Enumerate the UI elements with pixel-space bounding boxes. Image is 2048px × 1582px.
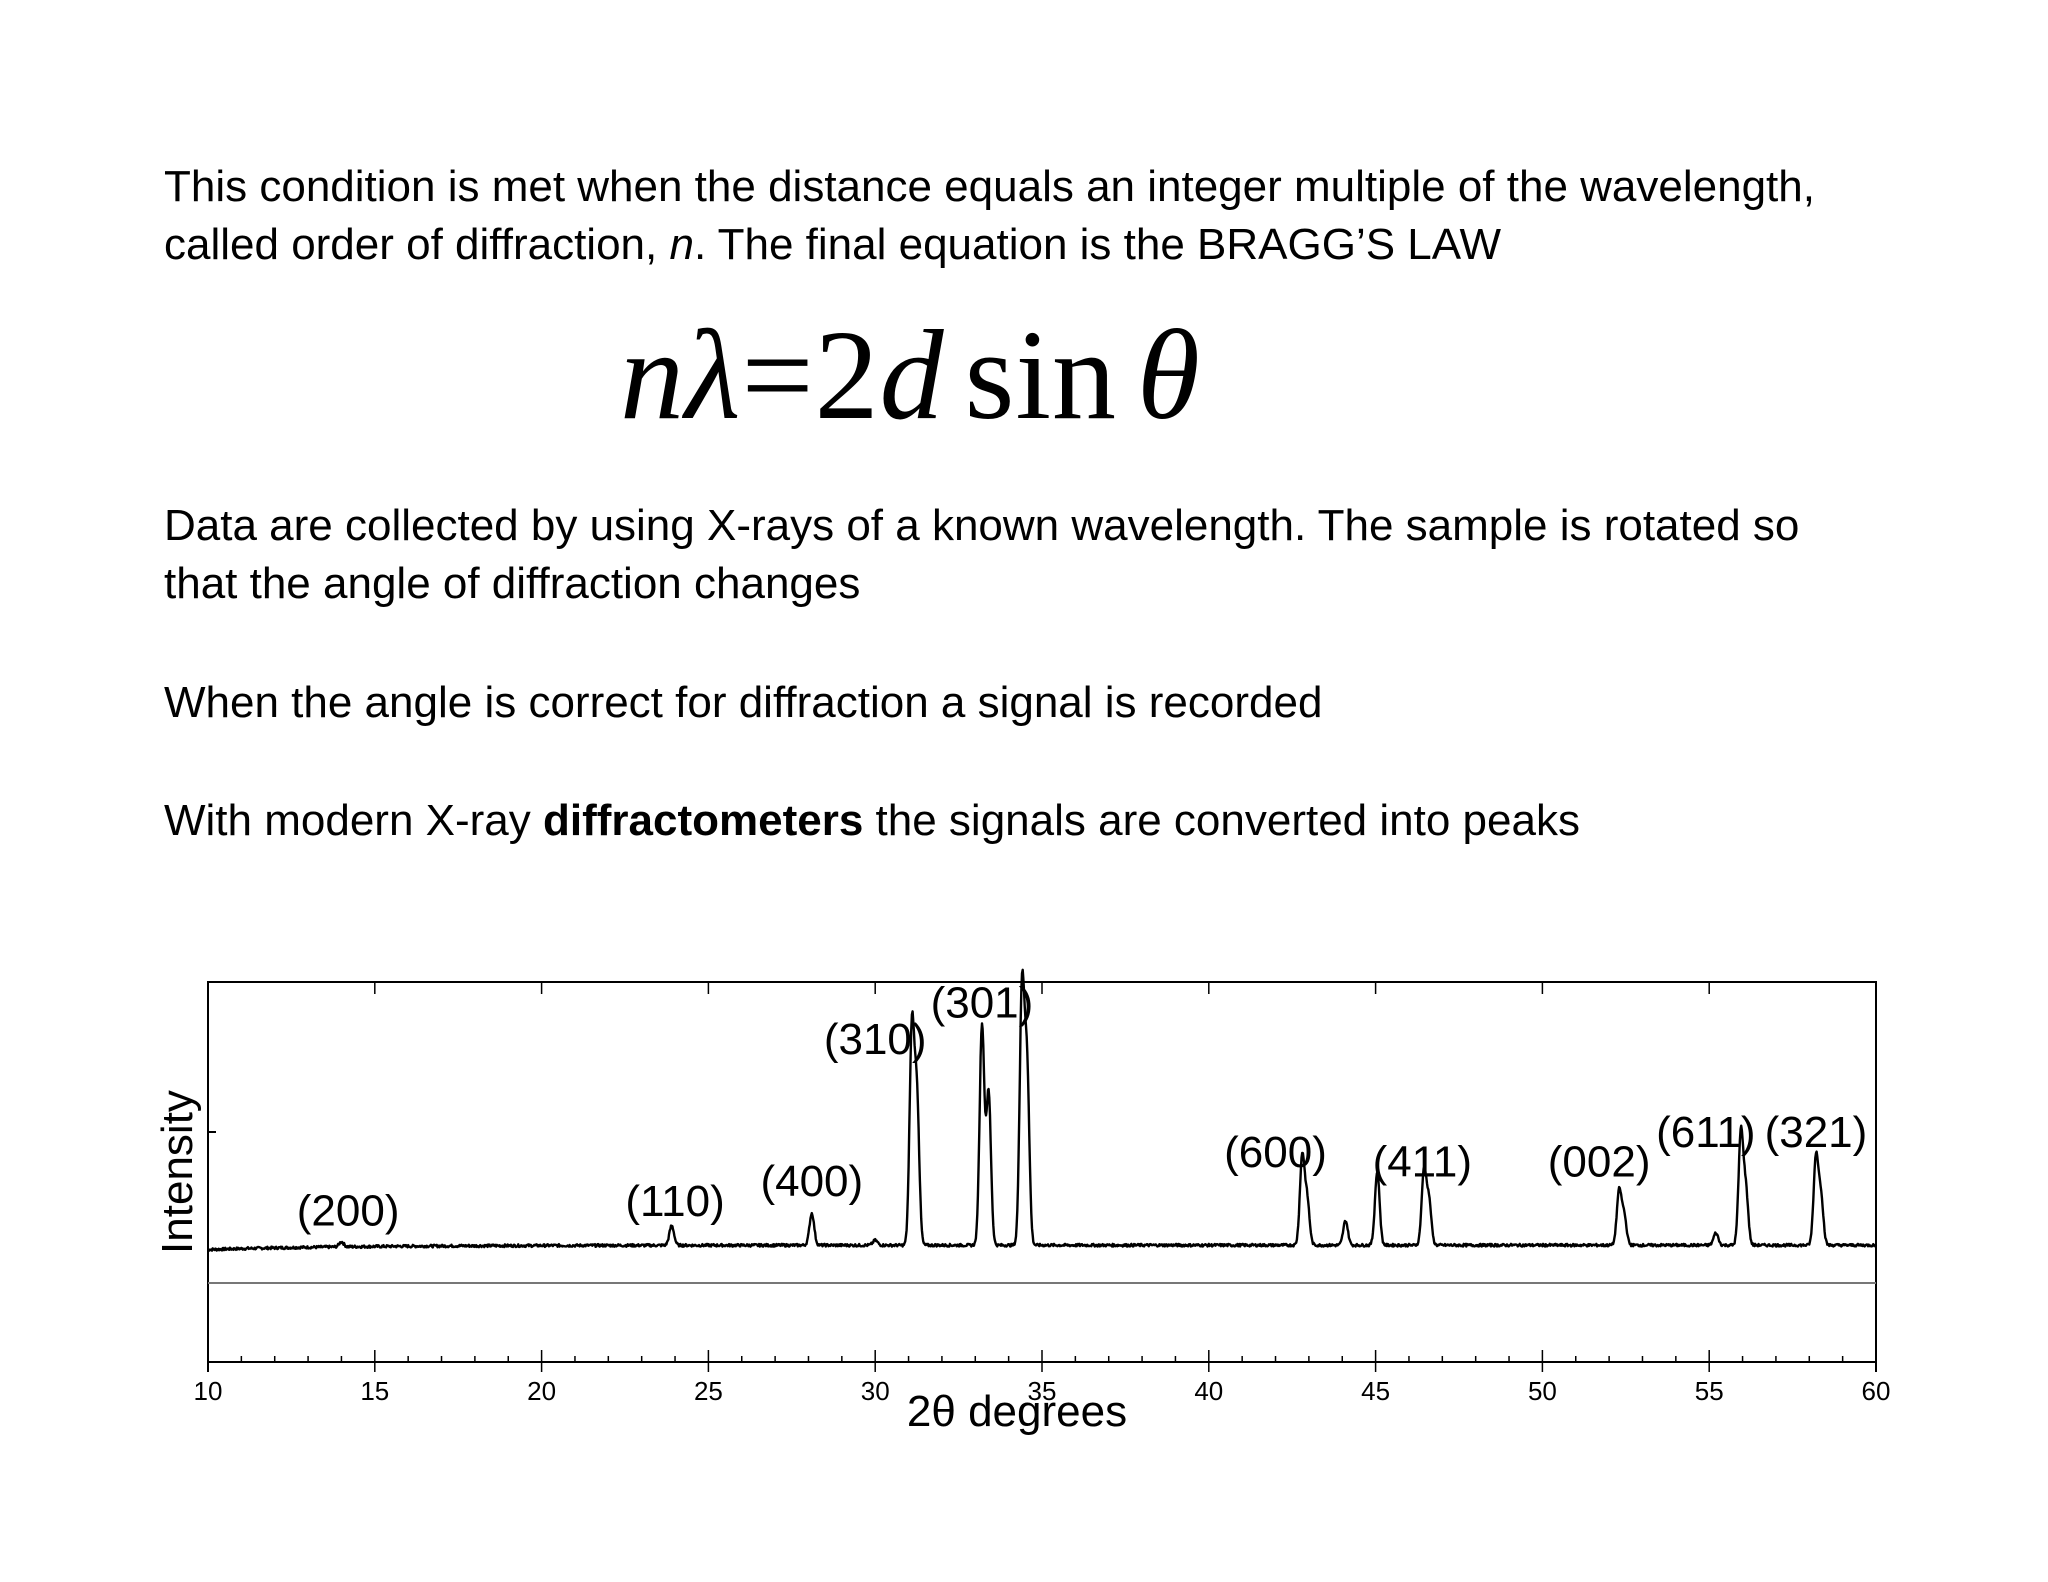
peak-label: (600)	[1224, 1128, 1327, 1177]
paragraph-diffractometers: With modern X-ray diffractometers the si…	[164, 792, 1580, 850]
x-tick-label: 40	[1194, 1376, 1223, 1406]
x-tick-label: 60	[1862, 1376, 1891, 1406]
peak-labels: (200) (110) (400) (310)(301) (600) (411) (002)…	[297, 978, 1868, 1235]
x-tick-label: 10	[194, 1376, 223, 1406]
text-span: the signals are converted into peaks	[863, 796, 1580, 845]
x-tick-label: 25	[694, 1376, 723, 1406]
x-tick-label: 50	[1528, 1376, 1557, 1406]
x-tick-label: 30	[861, 1376, 890, 1406]
peak-label: (411)	[1373, 1138, 1472, 1187]
eq-d: d	[879, 304, 945, 446]
paragraph-signal-recorded: When the angle is correct for diffractio…	[164, 678, 1323, 727]
paragraph-line: Data are collected by using X-rays of a …	[164, 501, 1800, 550]
x-tick-labels: 10 15 20 25 30 35 40 45 50 55 60	[194, 1376, 1891, 1406]
peak-label: (310)	[824, 1015, 927, 1064]
eq-two: 2	[814, 304, 880, 446]
x-tick-label: 55	[1695, 1376, 1724, 1406]
peak-label: (611)	[1656, 1108, 1755, 1157]
x-tick-label: 35	[1028, 1376, 1057, 1406]
eq-lambda: λ	[685, 304, 742, 446]
y-axis-label: Intensity	[153, 1090, 202, 1254]
axis-ticks	[207, 982, 1877, 1372]
peak-label: (301)	[931, 978, 1034, 1027]
eq-n: n	[620, 304, 685, 446]
eq-sin: sin	[964, 304, 1117, 446]
text-span: . The final equation is the BRAGG’S LAW	[693, 220, 1502, 269]
diffraction-trace	[207, 968, 1878, 1252]
peak-label: (110)	[625, 1177, 724, 1226]
x-axis-label: 2θ degrees	[907, 1387, 1127, 1436]
x-tick-label: 20	[527, 1376, 556, 1406]
paragraph-line: This condition is met when the distance …	[164, 162, 1815, 211]
bragg-equation: nλ=2d sin θ	[620, 300, 1201, 450]
text-span: With modern X-ray	[164, 796, 543, 845]
x-tick-label: 45	[1361, 1376, 1390, 1406]
paragraph-line: called order of diffraction, n. The fina…	[164, 216, 1815, 274]
xrd-pattern-chart: 10 15 20 25 30 35 40 45 50 55 60 (200) (110) (400) (3…	[153, 968, 1891, 1436]
italic-n: n	[669, 220, 694, 269]
paragraph-bragg-condition: This condition is met when the distance …	[164, 158, 1815, 274]
paragraph-data-collection: Data are collected by using X-rays of a …	[164, 497, 1799, 613]
bold-diffractometers: diffractometers	[542, 796, 864, 845]
peak-label: (400)	[760, 1157, 863, 1206]
text-span: called order of diffraction,	[164, 220, 670, 269]
peak-label: (002)	[1548, 1138, 1651, 1187]
peak-label: (321)	[1765, 1108, 1868, 1157]
peak-label: (200)	[297, 1187, 400, 1236]
paragraph-line: that the angle of diffraction changes	[164, 559, 861, 608]
x-tick-label: 15	[360, 1376, 389, 1406]
eq-theta: θ	[1137, 304, 1201, 446]
eq-equals: =	[741, 304, 815, 446]
